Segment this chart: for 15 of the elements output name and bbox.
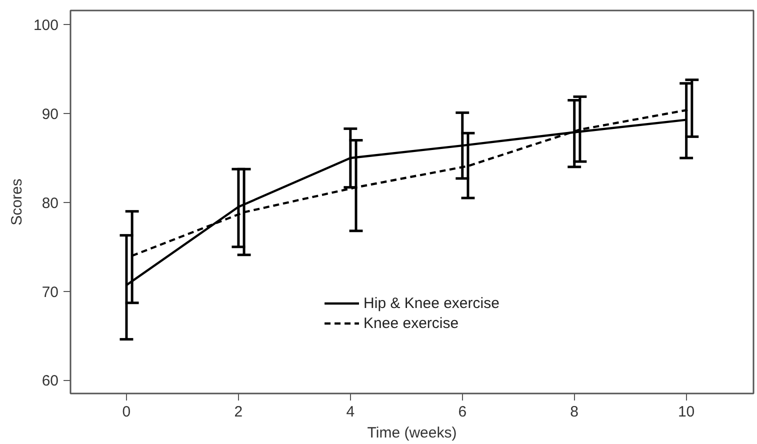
- y-tick-label: 80: [42, 194, 59, 212]
- legend-label: Knee exercise: [364, 314, 459, 332]
- y-tick-label: 70: [42, 284, 59, 301]
- x-tick-label: 2: [234, 404, 243, 420]
- y-tick-label: 100: [33, 17, 59, 34]
- legend-label: Hip & Knee exercise: [364, 294, 500, 312]
- x-tick-label: 4: [346, 404, 355, 420]
- x-tick-label: 10: [678, 404, 695, 420]
- x-axis-title: Time (weeks): [367, 424, 457, 442]
- x-tick-label: 0: [122, 404, 131, 420]
- x-tick-label: 8: [570, 404, 579, 420]
- y-tick-label: 60: [42, 372, 59, 390]
- y-axis-title: Scores: [8, 178, 26, 226]
- y-tick-label: 90: [42, 106, 59, 124]
- x-tick-label: 6: [458, 404, 467, 420]
